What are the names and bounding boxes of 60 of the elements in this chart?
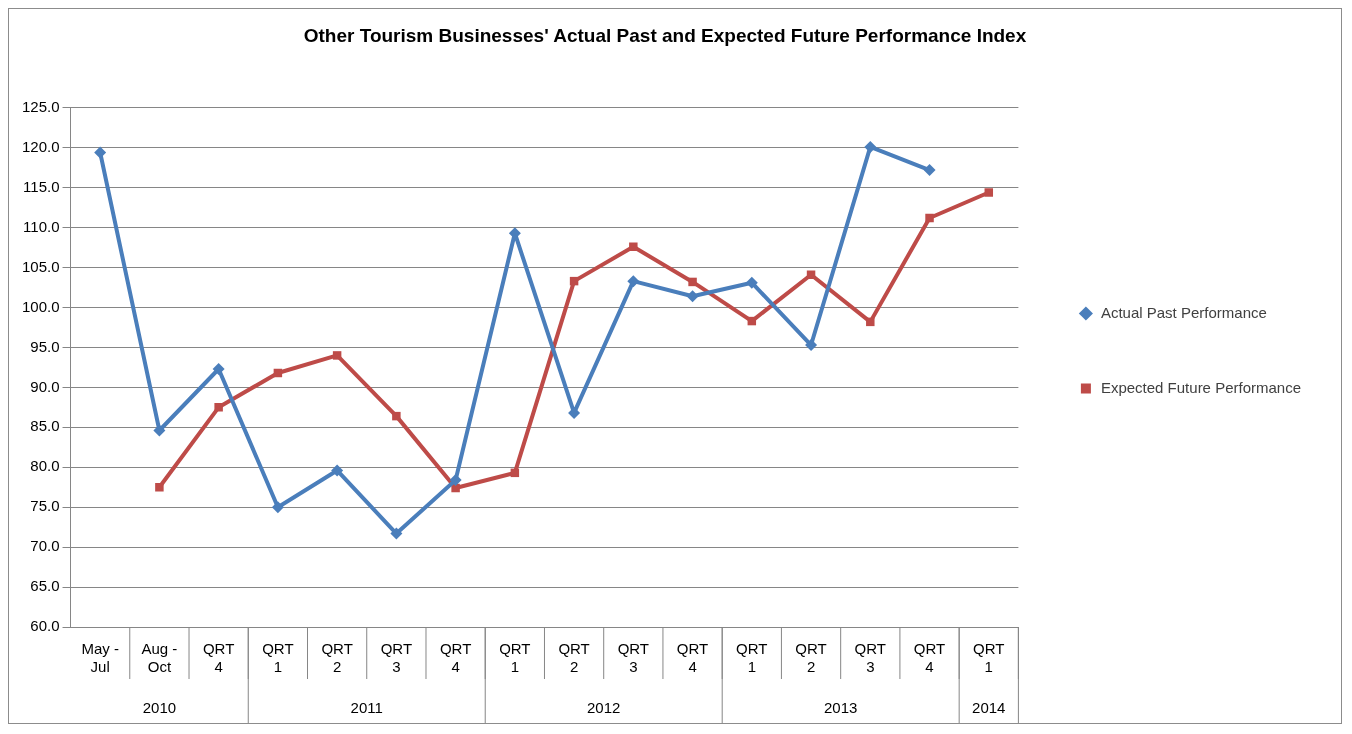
point (390, 527, 403, 540)
x-tick-label: Aug - Oct (141, 640, 178, 676)
point (449, 474, 462, 487)
text: 2011 (350, 699, 383, 717)
point (627, 275, 640, 288)
point (745, 276, 758, 289)
x-tick-label: QRT 1 (973, 640, 1005, 676)
y-tick-label: 85.0 (30, 417, 60, 435)
x-tick-label: QRT 4 (676, 640, 709, 676)
y-tick-label: 125.0 (21, 97, 60, 115)
point (629, 242, 638, 252)
x-tick-label: QRT 2 (558, 640, 590, 676)
y-tick-label: 90.0 (30, 377, 60, 395)
point (923, 164, 936, 177)
y-tick-label: 115.0 (23, 177, 60, 195)
x-tick-label: QRT 1 (262, 640, 294, 676)
y-tick-label: 100.0 (21, 297, 60, 315)
text: 2012 (587, 699, 621, 717)
y-tick-label: 80.0 (30, 457, 60, 475)
y-tick-label: 60.0 (30, 617, 60, 635)
point (332, 351, 342, 360)
point (925, 213, 934, 223)
chart-title: Other Tourism Businesses' Actual Past and Expected Future Performance Index (303, 24, 1027, 46)
y-tick-label: 95.0 (30, 337, 60, 355)
point (271, 501, 284, 514)
point (864, 140, 877, 153)
point (866, 317, 875, 327)
point (686, 290, 699, 303)
x-tick-label: QRT 4 (913, 640, 946, 676)
y-tick-label: 110.0 (23, 217, 60, 235)
point (392, 411, 401, 421)
text: 2014 (972, 699, 1006, 717)
x-tick-label: QRT 1 (736, 640, 768, 676)
text: 2010 (142, 699, 177, 717)
x-tick-label: QRT 2 (321, 640, 353, 676)
x-tick-label: QRT 3 (380, 640, 413, 676)
x-tick-label: QRT 2 (795, 640, 827, 676)
text: 2013 (823, 699, 858, 717)
point (153, 424, 166, 437)
x-tick-label: QRT 4 (202, 640, 235, 676)
point (214, 403, 223, 412)
point (212, 363, 225, 375)
point (805, 339, 818, 352)
y-tick-label: 120.0 (21, 137, 60, 155)
x-tick-label: May - Jul (81, 640, 119, 676)
y-tick-label: 70.0 (30, 537, 60, 555)
point (331, 464, 344, 477)
x-tick-label: QRT 1 (499, 640, 531, 676)
x-tick-label: QRT 3 (854, 640, 886, 676)
x-tick-label: QRT 3 (617, 640, 650, 676)
point (155, 482, 164, 492)
point (984, 188, 994, 197)
legend-label: Expected Future Performance (1100, 378, 1302, 396)
y-tick-label: 65.0 (30, 577, 60, 595)
legend-label: Actual Past Performance (1100, 303, 1267, 321)
x-tick-label: QRT 4 (439, 640, 472, 676)
y-tick-label: 75.0 (30, 497, 60, 515)
point (688, 277, 697, 287)
point (94, 146, 107, 159)
y-tick-label: 105.0 (21, 257, 60, 275)
